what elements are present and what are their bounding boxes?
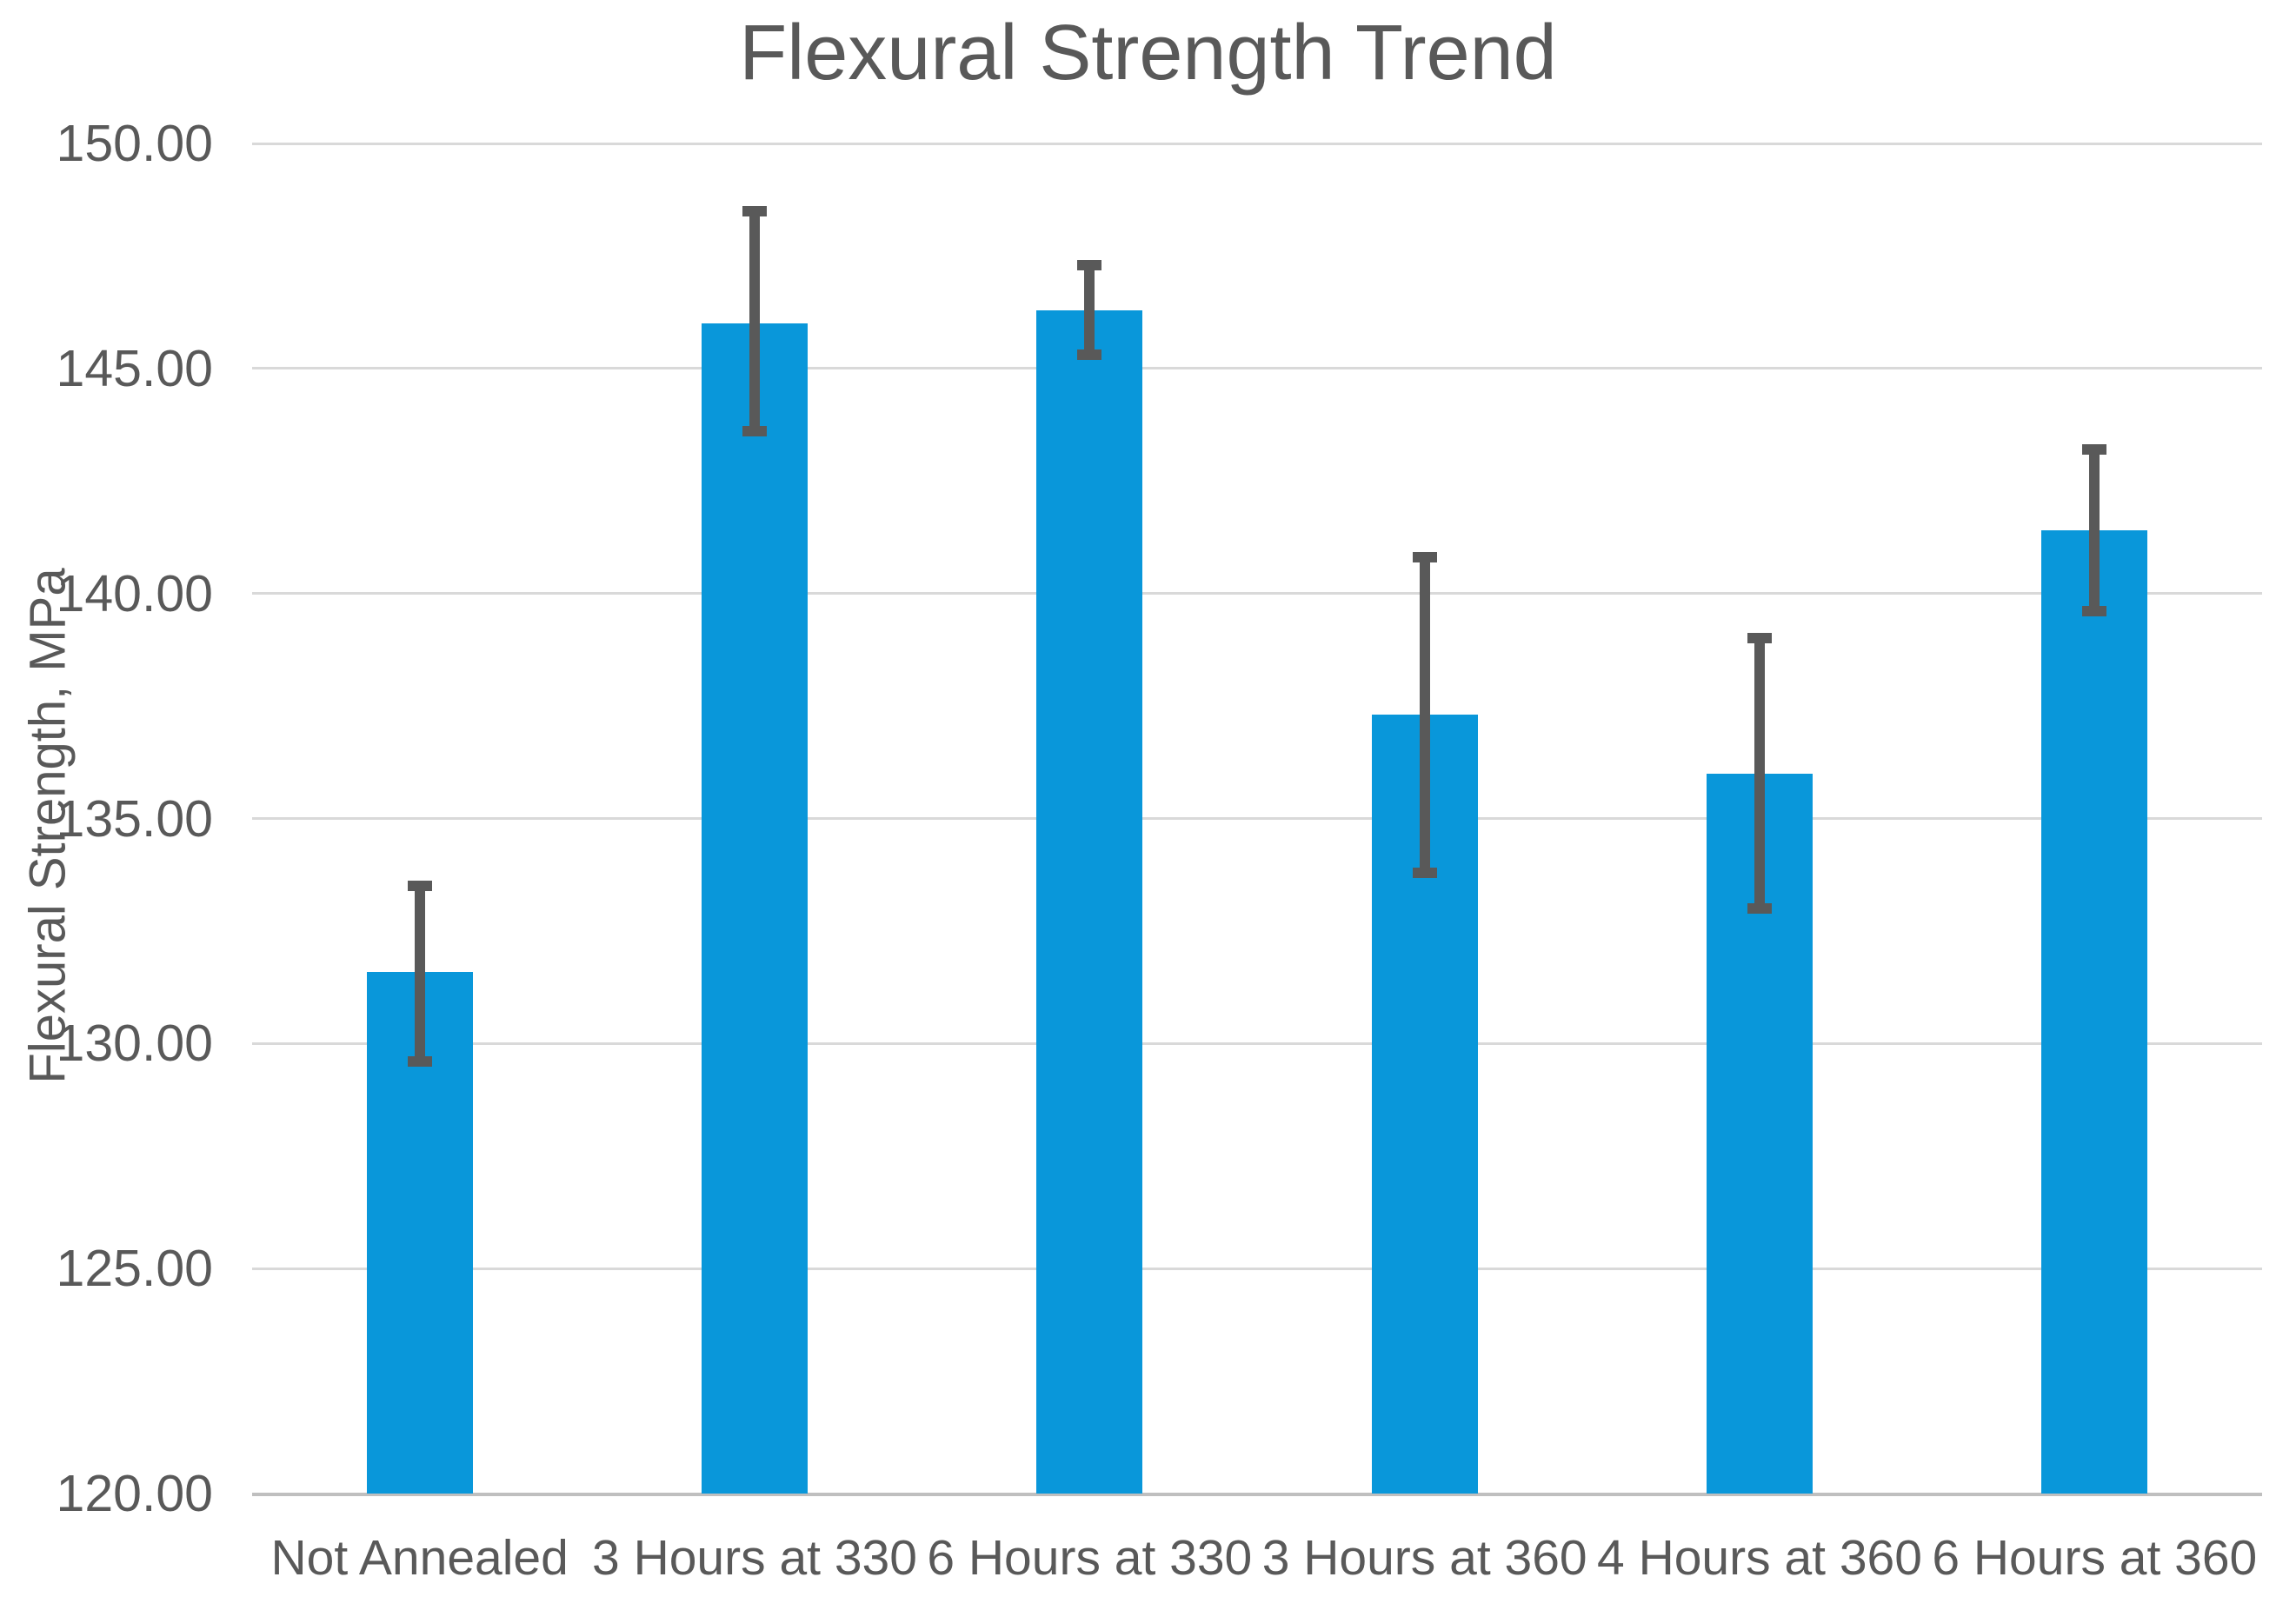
bar-6-hours-at-330 xyxy=(1036,309,1143,1494)
plot-area xyxy=(252,142,2262,1496)
error-bar-cap-bottom-2 xyxy=(1077,349,1102,361)
y-tick-label-130.00: 130.00 xyxy=(56,1015,213,1073)
error-bar-cap-bottom-1 xyxy=(742,426,767,437)
gridline-140.00 xyxy=(252,592,2262,596)
gridline-145.00 xyxy=(252,367,2262,370)
error-bar-cap-bottom-5 xyxy=(2082,606,2107,617)
error-bar-cap-top-3 xyxy=(1412,552,1437,563)
error-bar-line-1 xyxy=(749,210,760,432)
y-tick-label-150.00: 150.00 xyxy=(56,115,213,172)
gridline-130.00 xyxy=(252,1041,2262,1045)
y-tick-label-145.00: 145.00 xyxy=(56,339,213,397)
error-bar-line-0 xyxy=(414,886,425,1062)
x-tick-label-3-hours-at-330: 3 Hours at 330 xyxy=(592,1530,917,1586)
y-tick-label-135.00: 135.00 xyxy=(56,789,213,848)
error-bar-cap-top-1 xyxy=(742,205,767,216)
error-bar-cap-bottom-4 xyxy=(1747,903,1772,915)
bar-6-hours-at-360 xyxy=(2041,530,2148,1494)
x-tick-label-4-hours-at-360: 4 Hours at 360 xyxy=(1597,1530,1922,1586)
gridline-135.00 xyxy=(252,817,2262,820)
error-bar-line-3 xyxy=(1419,557,1430,873)
x-tick-label-6-hours-at-330: 6 Hours at 330 xyxy=(927,1530,1253,1586)
error-bar-cap-bottom-0 xyxy=(407,1056,432,1068)
y-tick-label-120.00: 120.00 xyxy=(56,1465,213,1522)
y-tick-label-125.00: 125.00 xyxy=(56,1240,213,1298)
gridline-120.00 xyxy=(252,1492,2262,1496)
bar-3-hours-at-330 xyxy=(702,323,808,1494)
x-tick-label-6-hours-at-360: 6 Hours at 360 xyxy=(1932,1530,2258,1586)
error-bar-cap-top-0 xyxy=(407,881,432,892)
error-bar-cap-top-5 xyxy=(2082,444,2107,455)
y-tick-label-140.00: 140.00 xyxy=(56,564,213,622)
x-tick-label-3-hours-at-360: 3 Hours at 360 xyxy=(1261,1530,1587,1586)
error-bar-line-5 xyxy=(2089,449,2100,612)
x-tick-label-not-annealed: Not Annealed xyxy=(270,1530,569,1586)
error-bar-line-2 xyxy=(1084,264,1095,356)
error-bar-cap-bottom-3 xyxy=(1412,867,1437,878)
error-bar-cap-top-2 xyxy=(1077,259,1102,270)
gridline-150.00 xyxy=(252,142,2262,145)
gridline-125.00 xyxy=(252,1267,2262,1270)
error-bar-line-4 xyxy=(1754,638,1765,909)
error-bar-cap-top-4 xyxy=(1747,633,1772,644)
chart-title: Flexural Strength Trend xyxy=(739,10,1557,96)
